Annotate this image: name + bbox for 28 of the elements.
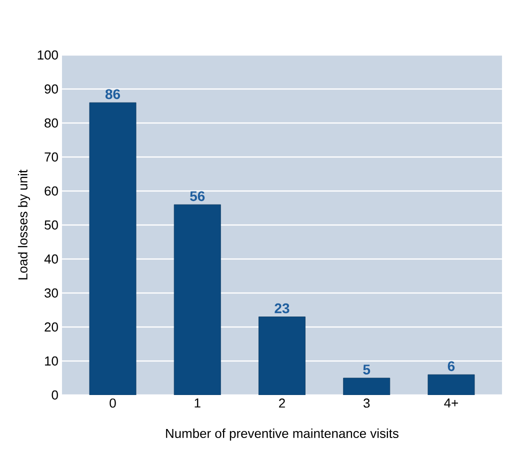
- y-tick-label: 50: [44, 220, 58, 230]
- y-tick-label: 80: [44, 118, 58, 128]
- x-tick-label: 3: [364, 398, 370, 408]
- y-tick-label: 60: [44, 186, 58, 196]
- data-label: 5: [363, 364, 370, 374]
- y-tick-label: 20: [44, 322, 58, 332]
- y-tick-label: 70: [44, 152, 58, 162]
- y-tick-label: 30: [44, 288, 58, 298]
- bar: [258, 316, 306, 395]
- data-label: 56: [190, 191, 205, 202]
- x-tick-label: 1: [194, 398, 200, 408]
- bar: [428, 374, 475, 395]
- x-tick-label: 0: [110, 398, 116, 408]
- y-tick-label: 0: [52, 390, 58, 400]
- bar: [89, 102, 136, 395]
- y-tick-label: 90: [44, 84, 58, 94]
- bar: [343, 378, 390, 395]
- data-label: 23: [274, 303, 290, 314]
- data-label: 6: [448, 361, 455, 372]
- x-tick-label: 4+: [444, 398, 458, 408]
- y-tick-label: 10: [45, 356, 58, 366]
- y-tick-label: 100: [38, 50, 58, 60]
- y-tick-label: 40: [44, 254, 58, 264]
- data-label: 86: [105, 89, 120, 100]
- y-axis-title: Load losses by unit: [18, 170, 30, 280]
- x-axis-title: Number of preventive maintenance visits: [166, 428, 398, 441]
- bar: [174, 204, 221, 395]
- x-tick-label: 2: [279, 398, 285, 408]
